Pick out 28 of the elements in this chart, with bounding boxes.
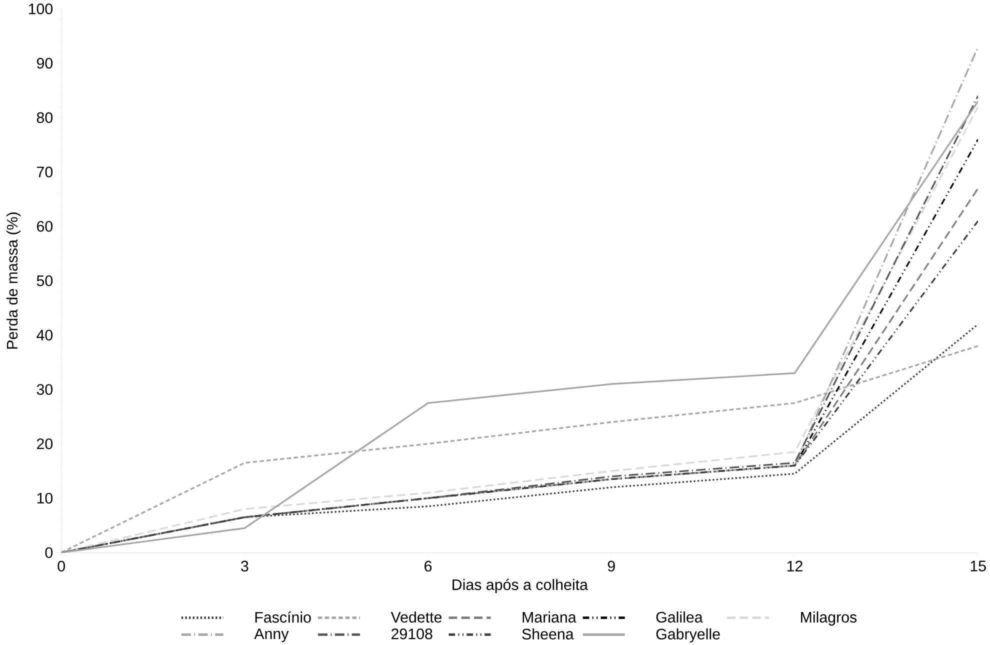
legend-label: Galilea (656, 611, 703, 623)
y-tick-label: 40 (36, 330, 53, 340)
x-tick-label: 0 (58, 560, 65, 572)
y-tick-label: 0 (45, 547, 53, 558)
legend-label: Anny (254, 628, 289, 642)
y-tick-label: 50 (36, 275, 53, 286)
legend-label: Vedette (390, 611, 442, 623)
x-axis-title: Dias após a colheita (452, 578, 588, 594)
y-tick-label: 20 (37, 438, 53, 450)
legend-label: 29108 (392, 628, 432, 640)
legend-label: Fascínio (255, 611, 311, 623)
legend-label: Milagros (801, 611, 857, 626)
x-tick-label: 3 (241, 560, 248, 572)
x-tick-label: 15 (970, 560, 986, 572)
y-tick-label: 10 (37, 492, 53, 504)
y-axis-title: Perda de massa (%) (6, 212, 21, 349)
legend-label: Gabryelle (656, 628, 720, 642)
y-tick-label: 60 (37, 220, 53, 232)
legend-label: Sheena (522, 628, 574, 640)
x-tick-label: 9 (608, 560, 615, 572)
x-tick-label: 12 (787, 560, 802, 572)
y-tick-label: 30 (36, 384, 53, 395)
x-tick-label: 6 (424, 560, 432, 572)
legend-label: Mariana (522, 611, 576, 623)
y-tick-label: 100 (28, 3, 53, 14)
y-tick-label: 70 (37, 166, 53, 178)
y-tick-label: 90 (36, 58, 53, 69)
y-tick-label: 80 (36, 112, 53, 123)
